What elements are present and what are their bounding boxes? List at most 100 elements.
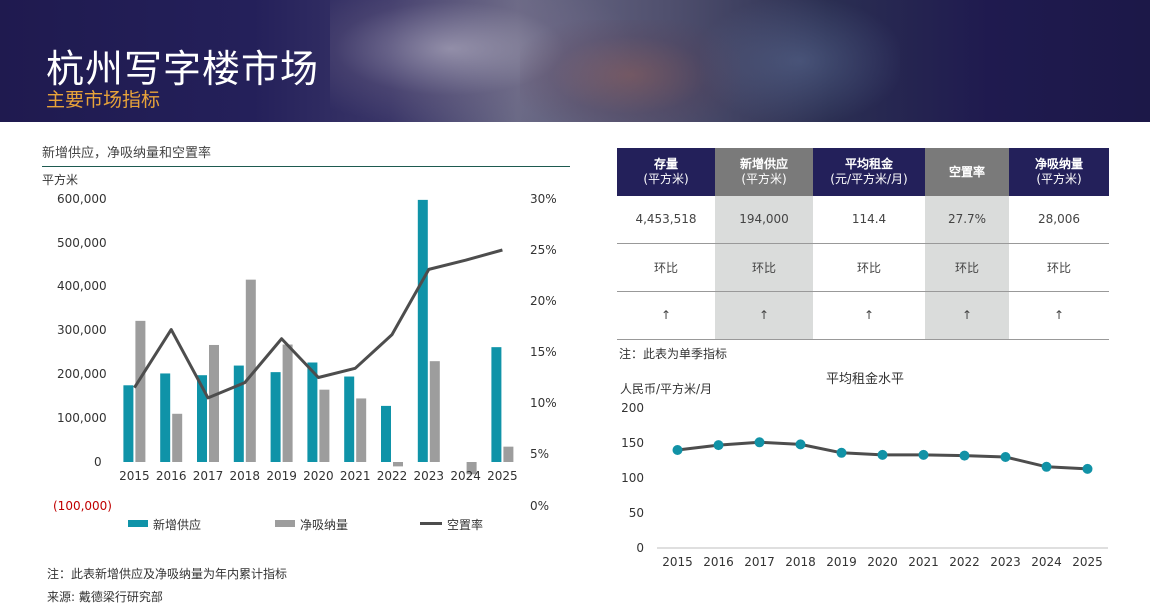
bar-supply [491,347,502,462]
x-tick-label: 2022 [377,469,408,483]
legend-label-vacancy: 空置率 [447,518,484,532]
kpi-change-label: 环比 [813,243,925,292]
x-tick-label: 2016 [156,469,187,483]
x-tick-label: 2024 [1031,555,1062,569]
rent-point [713,440,724,451]
x-tick-label: 2015 [119,469,150,483]
y2-tick-label: 20% [530,294,557,308]
x-tick-label: 2025 [487,469,518,483]
legend-swatch-supply [128,520,148,527]
rent-point [918,449,929,460]
x-tick-label: 2019 [826,555,857,569]
kpi-table: 存量 (平方米) 新增供应 (平方米) 平均租金 (元/平方米/月) 空置率 净… [617,148,1109,340]
kpi-header-label: 存量 [653,157,678,171]
y2-tick-label: 25% [530,243,557,257]
y-tick-label: 300,000 [57,323,107,337]
rent-point [672,445,683,455]
left-y-unit: 平方米 [42,173,79,187]
bar-supply [307,362,318,462]
x-tick-label: 2015 [662,555,693,569]
rent-point [754,437,765,448]
kpi-value-vacancy: 27.7% [925,196,1009,244]
kpi-header-stock: 存量 (平方米) [617,148,715,196]
x-tick-label: 2020 [867,555,898,569]
y-tick-label: 100 [621,471,644,485]
x-tick-label: 2016 [703,555,734,569]
rent-point [1041,461,1052,472]
kpi-header-label: 平均租金 [844,157,893,171]
y-tick-label: 500,000 [57,236,107,250]
source-note: 来源: 戴德梁行研究部 [47,590,163,604]
kpi-value-rent: 114.4 [813,196,925,244]
y-tick-label: 400,000 [57,279,107,293]
banner-photo-blur [520,20,740,122]
bar-absorption [209,344,219,462]
right-y-unit: 人民币/平方米/月 [620,382,713,396]
y-tick-label: 200,000 [57,367,107,381]
x-tick-label: 2023 [990,555,1021,569]
y2-tick-label: 15% [530,345,557,359]
bar-supply [123,385,134,462]
kpi-header-unit: (元/平方米/月) [830,172,908,186]
rent-point [1000,452,1011,462]
kpi-header-label: 净吸纳量 [1034,157,1083,171]
y-tick-label: 0 [94,455,102,469]
bar-absorption [466,462,477,475]
kpi-note: 注：此表为单季指标 [619,347,728,361]
y-tick-label-negative: (100,000) [53,499,112,513]
legend-swatch-vacancy [420,522,442,525]
bar-supply [270,372,281,462]
bar-absorption [135,320,146,462]
x-tick-label: 2023 [414,469,445,483]
kpi-change-label: 环比 [715,243,813,292]
bar-absorption [319,389,330,462]
kpi-value-absorption: 28,006 [1009,196,1109,244]
bar-absorption [172,413,183,462]
banner-photo-blur [330,0,630,122]
kpi-change-label: 环比 [1009,243,1109,292]
x-tick-label: 2018 [785,555,816,569]
x-tick-label: 2021 [908,555,939,569]
y-tick-label: 0 [636,541,644,555]
kpi-header-label: 空置率 [948,164,985,179]
legend-label-absorption: 净吸纳量 [300,518,349,532]
bar-absorption [503,446,514,462]
bar-supply [197,375,207,462]
kpi-change-label: 环比 [617,243,715,292]
x-tick-label: 2021 [340,469,371,483]
x-tick-label: 2025 [1072,555,1103,569]
rent-point [959,450,970,461]
kpi-trend-arrow-icon: ↑ [715,291,813,340]
rent-point [836,447,847,458]
kpi-header-unit: (平方米) [643,172,689,186]
x-tick-label: 2022 [949,555,980,569]
y2-tick-label: 10% [530,396,557,410]
kpi-trend-arrow-icon: ↑ [813,291,925,340]
kpi-header-rent: 平均租金 (元/平方米/月) [813,148,925,196]
kpi-header-vacancy: 空置率 [925,148,1009,196]
kpi-header-unit: (平方米) [741,172,787,186]
right-chart-title: 平均租金水平 [826,372,905,387]
legend-swatch-absorption [275,520,295,527]
bar-absorption [429,361,440,462]
bar-absorption [282,344,293,462]
y2-tick-label: 30% [530,192,557,206]
kpi-trend-arrow-icon: ↑ [925,291,1009,340]
y-tick-label: 600,000 [57,192,107,206]
x-tick-label: 2017 [744,555,775,569]
vacancy-line [133,248,503,400]
x-tick-label: 2018 [230,469,261,483]
kpi-trend-arrow-icon: ↑ [617,291,715,340]
bar-absorption [356,398,367,462]
bar-supply [344,376,355,462]
bar-supply [233,365,244,462]
left-chart-title: 新增供应，净吸纳量和空置率 [42,146,212,161]
y-tick-label: 200 [621,401,644,415]
rent-point [1082,463,1093,474]
rent-point [877,449,888,460]
y2-tick-label: 0% [530,499,550,513]
kpi-header-unit: (平方米) [1036,172,1082,186]
kpi-header-supply: 新增供应 (平方米) [715,148,813,196]
